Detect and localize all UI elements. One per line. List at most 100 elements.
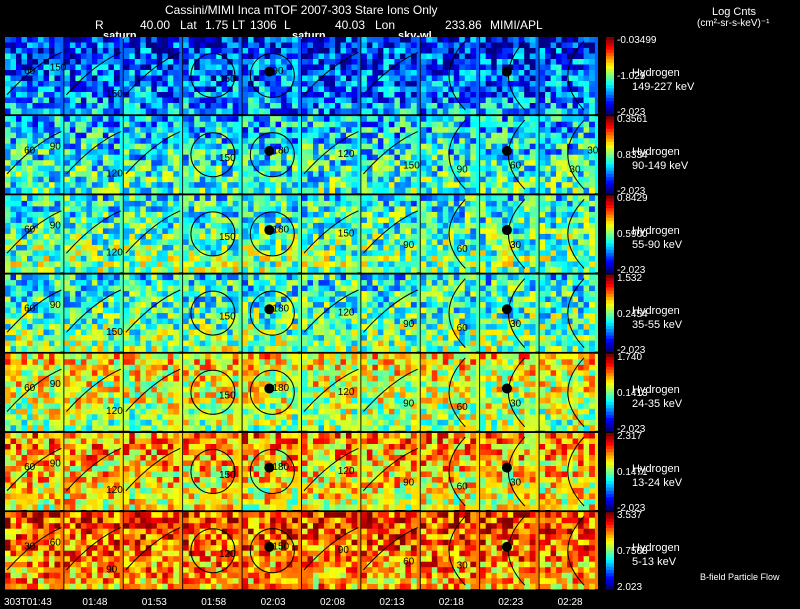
colorbar-r0-seg4 xyxy=(606,49,614,54)
colorbar-r5-seg15 xyxy=(606,481,614,485)
colorbar-max-2: 0.8429 xyxy=(617,193,648,205)
colorbar-mid-2: 0.5900 xyxy=(617,229,648,241)
contour-label-r4-4: 180 xyxy=(272,383,289,394)
contour-label-r3-0: 60 xyxy=(24,304,36,315)
colorbar-r3-seg13 xyxy=(606,316,614,320)
colorbar-mid-6: 0.7568 xyxy=(617,546,648,558)
heatmap-panel-r1-c7 xyxy=(420,116,480,194)
contour-label-r6-1: 60 xyxy=(50,538,62,549)
colorbar-r4-seg18 xyxy=(606,411,614,416)
colorbar-r6-seg5 xyxy=(606,528,614,532)
contour-label-r1-7: 90 xyxy=(457,165,469,176)
contour-label-r5-7: 60 xyxy=(457,481,469,492)
colorbar-r1-seg18 xyxy=(606,173,614,178)
colorbar-r2-seg0 xyxy=(606,195,614,200)
colorbar-r0-seg5 xyxy=(606,53,614,57)
colorbar-r0-seg16 xyxy=(606,88,614,92)
colorbar-r0-seg17 xyxy=(606,91,614,96)
colorbar-r0-seg3 xyxy=(606,46,614,51)
colorbar-r0-seg11 xyxy=(606,72,614,76)
colorbar-r5-seg20 xyxy=(606,497,614,501)
channel-species-3: Hydrogen xyxy=(632,304,680,317)
colorbar-r3-seg18 xyxy=(606,332,614,337)
saturn-marker-r4-c4 xyxy=(264,383,275,394)
contour-label-r2-1: 90 xyxy=(50,221,62,232)
colorbar-r0-seg12 xyxy=(606,75,614,80)
contour-label-r2-0: 60 xyxy=(24,225,36,236)
colorbar-r5-seg0 xyxy=(606,433,614,437)
colorbar-r1-seg6 xyxy=(606,135,614,140)
heatmap-panel-r1-c2 xyxy=(123,116,183,194)
heatmap-panel-r3-c0 xyxy=(5,274,64,352)
contour-label-r3-5: 120 xyxy=(338,308,355,319)
colorbar-r0-seg21 xyxy=(606,104,614,109)
colorbar-r6-seg19 xyxy=(606,573,614,577)
colorbar-min-0: -2.023 xyxy=(617,107,646,118)
colorbar-r6-seg6 xyxy=(606,531,614,536)
contour-label-r1-9: 30 xyxy=(569,165,581,176)
colorbar-r2-seg18 xyxy=(606,253,614,257)
colorbar-r0-seg0 xyxy=(606,37,614,41)
colorbar-r1-seg16 xyxy=(606,167,614,172)
colorbar-r4-seg2 xyxy=(606,360,614,364)
colorbar-r4-seg6 xyxy=(606,373,614,377)
colorbar-r1-seg20 xyxy=(606,180,614,185)
contour-label-r5-8: 30 xyxy=(510,478,522,489)
contour-label-r4-1: 90 xyxy=(50,379,62,390)
time-label-1: 01:48 xyxy=(82,597,108,608)
heatmap-panel-r2-c9 xyxy=(539,195,598,273)
contour-label-r4-0: 60 xyxy=(24,383,36,394)
colorbar-max-4: 1.740 xyxy=(617,351,643,363)
colorbar-r2-seg4 xyxy=(606,208,614,212)
units-title: Log Cnts xyxy=(712,6,757,18)
colorbar-r0-seg7 xyxy=(606,59,614,64)
heatmap-panel-r1-c6 xyxy=(361,116,420,194)
time-label-0: 303T01:43 xyxy=(4,597,52,608)
colorbar-r0-seg18 xyxy=(606,94,614,99)
heatmap-panel-r3-c7 xyxy=(420,274,480,352)
channel-energy-1: 90-149 keV xyxy=(632,160,689,173)
channel-species-5: Hydrogen xyxy=(632,463,680,475)
contour-label-r2-2: 120 xyxy=(106,248,123,259)
colorbar-r4-seg23 xyxy=(606,427,614,432)
colorbar-r6-seg3 xyxy=(606,521,614,526)
colorbar-r2-seg9 xyxy=(606,224,614,228)
colorbar-r2-seg12 xyxy=(606,233,614,238)
contour-label-r3-2: 150 xyxy=(106,327,123,338)
heatmap-panel-r3-c4 xyxy=(242,274,301,352)
colorbar-r1-seg8 xyxy=(606,141,614,146)
colorbar-r1-seg22 xyxy=(606,186,614,191)
time-label-7: 02:18 xyxy=(438,597,464,608)
colorbar-r6-seg11 xyxy=(606,547,614,552)
heatmap-panel-r5-c6 xyxy=(361,433,420,511)
colorbar-r5-seg18 xyxy=(606,490,614,495)
colorbar-r6-seg12 xyxy=(606,550,614,555)
colorbar-r4-seg8 xyxy=(606,379,614,384)
lon-label: Lon xyxy=(375,18,396,32)
colorbar-r4-seg19 xyxy=(606,414,614,419)
contour-label-r2-8: 30 xyxy=(510,240,522,251)
channel-energy-4: 24-35 keV xyxy=(632,397,683,410)
colorbar-r6-seg21 xyxy=(606,579,614,584)
heatmap-panel-r2-c3 xyxy=(183,195,242,273)
colorbar-r2-seg13 xyxy=(606,237,614,241)
colorbar-r5-seg3 xyxy=(606,442,614,447)
heatmap-panel-r2-c0 xyxy=(5,195,64,273)
colorbar-max-1: 0.3561 xyxy=(617,114,648,126)
contour-label-r0-4: 90 xyxy=(272,66,284,77)
time-label-9: 02:28 xyxy=(557,597,583,608)
colorbar-r6-seg17 xyxy=(606,566,614,571)
colorbar-r3-seg4 xyxy=(606,287,614,292)
heatmap-panel-r6-c4 xyxy=(242,512,301,590)
colorbar-r5-seg11 xyxy=(606,468,614,472)
contour-label-r3-7: 60 xyxy=(457,323,469,334)
colorbar-r0-seg8 xyxy=(606,62,614,67)
colorbar-r2-seg22 xyxy=(606,266,614,270)
heatmap-panel-r6-c2 xyxy=(123,512,183,590)
colorbar-r5-seg7 xyxy=(606,455,614,460)
colorbar-r2-seg6 xyxy=(606,214,614,219)
heatmap-panel-r4-c9 xyxy=(539,353,598,432)
contour-label-r5-5: 120 xyxy=(338,466,355,477)
lat-label: Lat xyxy=(180,18,197,32)
